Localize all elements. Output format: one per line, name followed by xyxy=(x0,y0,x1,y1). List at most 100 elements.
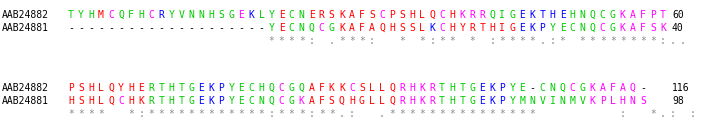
Text: L: L xyxy=(419,23,425,33)
Text: K: K xyxy=(249,10,255,20)
Text: C: C xyxy=(349,83,354,93)
Text: E: E xyxy=(279,23,285,33)
Text: S: S xyxy=(640,96,646,106)
Text: Q: Q xyxy=(389,96,395,106)
Text: R: R xyxy=(158,10,164,20)
Text: *: * xyxy=(500,36,505,46)
Text: *: * xyxy=(229,109,234,119)
Text: K: K xyxy=(339,23,345,33)
Text: :: : xyxy=(670,109,676,119)
Text: -: - xyxy=(68,23,74,33)
Text: G: G xyxy=(470,96,475,106)
Text: G: G xyxy=(229,10,234,20)
Text: -: - xyxy=(229,23,234,33)
Text: -: - xyxy=(118,23,124,33)
Text: S: S xyxy=(369,10,375,20)
Text: P: P xyxy=(219,83,224,93)
Text: *: * xyxy=(299,36,305,46)
Text: .: . xyxy=(680,36,686,46)
Text: G: G xyxy=(470,83,475,93)
Text: R: R xyxy=(429,83,435,93)
Text: -: - xyxy=(158,23,164,33)
Text: G: G xyxy=(188,83,194,93)
Text: L: L xyxy=(369,83,375,93)
Text: H: H xyxy=(128,96,134,106)
Text: E: E xyxy=(308,10,315,20)
Text: A: A xyxy=(369,23,375,33)
Text: T: T xyxy=(439,96,445,106)
Text: -: - xyxy=(529,83,536,93)
Text: Q: Q xyxy=(590,23,595,33)
Text: C: C xyxy=(289,23,295,33)
Text: *: * xyxy=(520,109,526,119)
Text: P: P xyxy=(650,10,656,20)
Text: S: S xyxy=(329,10,335,20)
Text: *: * xyxy=(510,109,516,119)
Text: Q: Q xyxy=(590,10,595,20)
Text: -: - xyxy=(138,23,144,33)
Text: N: N xyxy=(299,23,305,33)
Text: H: H xyxy=(68,96,74,106)
Text: A: A xyxy=(349,10,354,20)
Text: *: * xyxy=(439,109,445,119)
Text: *: * xyxy=(529,36,536,46)
Text: Y: Y xyxy=(78,10,84,20)
Text: G: G xyxy=(510,10,516,20)
Text: C: C xyxy=(249,96,255,106)
Text: K: K xyxy=(529,10,536,20)
Text: -: - xyxy=(249,23,255,33)
Text: T: T xyxy=(539,10,546,20)
Text: *: * xyxy=(239,109,244,119)
Text: E: E xyxy=(480,83,485,93)
Text: C: C xyxy=(279,83,285,93)
Text: *: * xyxy=(249,109,255,119)
Text: K: K xyxy=(459,10,465,20)
Text: F: F xyxy=(319,96,325,106)
Text: Q: Q xyxy=(118,10,124,20)
Text: K: K xyxy=(490,83,495,93)
Text: Y: Y xyxy=(269,10,275,20)
Text: C: C xyxy=(118,96,124,106)
Text: Y: Y xyxy=(510,96,516,106)
Text: E: E xyxy=(279,10,285,20)
Text: H: H xyxy=(88,96,94,106)
Text: F: F xyxy=(640,10,646,20)
Text: H: H xyxy=(88,83,94,93)
Text: E: E xyxy=(520,10,526,20)
Text: T: T xyxy=(660,10,666,20)
Text: H: H xyxy=(168,96,174,106)
Text: C: C xyxy=(249,83,255,93)
Text: N: N xyxy=(529,96,536,106)
Text: F: F xyxy=(128,10,134,20)
Text: T: T xyxy=(459,83,465,93)
Text: S: S xyxy=(359,83,365,93)
Text: H: H xyxy=(449,10,455,20)
Text: H: H xyxy=(549,10,556,20)
Text: K: K xyxy=(329,83,335,93)
Text: G: G xyxy=(329,23,335,33)
Text: G: G xyxy=(359,96,365,106)
Text: G: G xyxy=(610,23,615,33)
Text: T: T xyxy=(178,83,184,93)
Text: S: S xyxy=(78,83,84,93)
Text: F: F xyxy=(359,23,365,33)
Text: R: R xyxy=(429,96,435,106)
Text: 60: 60 xyxy=(672,10,684,20)
Text: 98: 98 xyxy=(672,96,684,106)
Text: C: C xyxy=(439,10,445,20)
Text: *: * xyxy=(449,36,455,46)
Text: C: C xyxy=(539,83,546,93)
Text: *: * xyxy=(279,109,285,119)
Text: *: * xyxy=(349,36,354,46)
Text: *: * xyxy=(319,109,325,119)
Text: *: * xyxy=(399,36,405,46)
Text: P: P xyxy=(68,83,74,93)
Text: E: E xyxy=(239,83,244,93)
Text: *: * xyxy=(409,109,415,119)
Text: S: S xyxy=(329,96,335,106)
Text: G: G xyxy=(188,96,194,106)
Text: S: S xyxy=(78,96,84,106)
Text: C: C xyxy=(279,96,285,106)
Text: K: K xyxy=(620,10,626,20)
Text: A: A xyxy=(630,10,636,20)
